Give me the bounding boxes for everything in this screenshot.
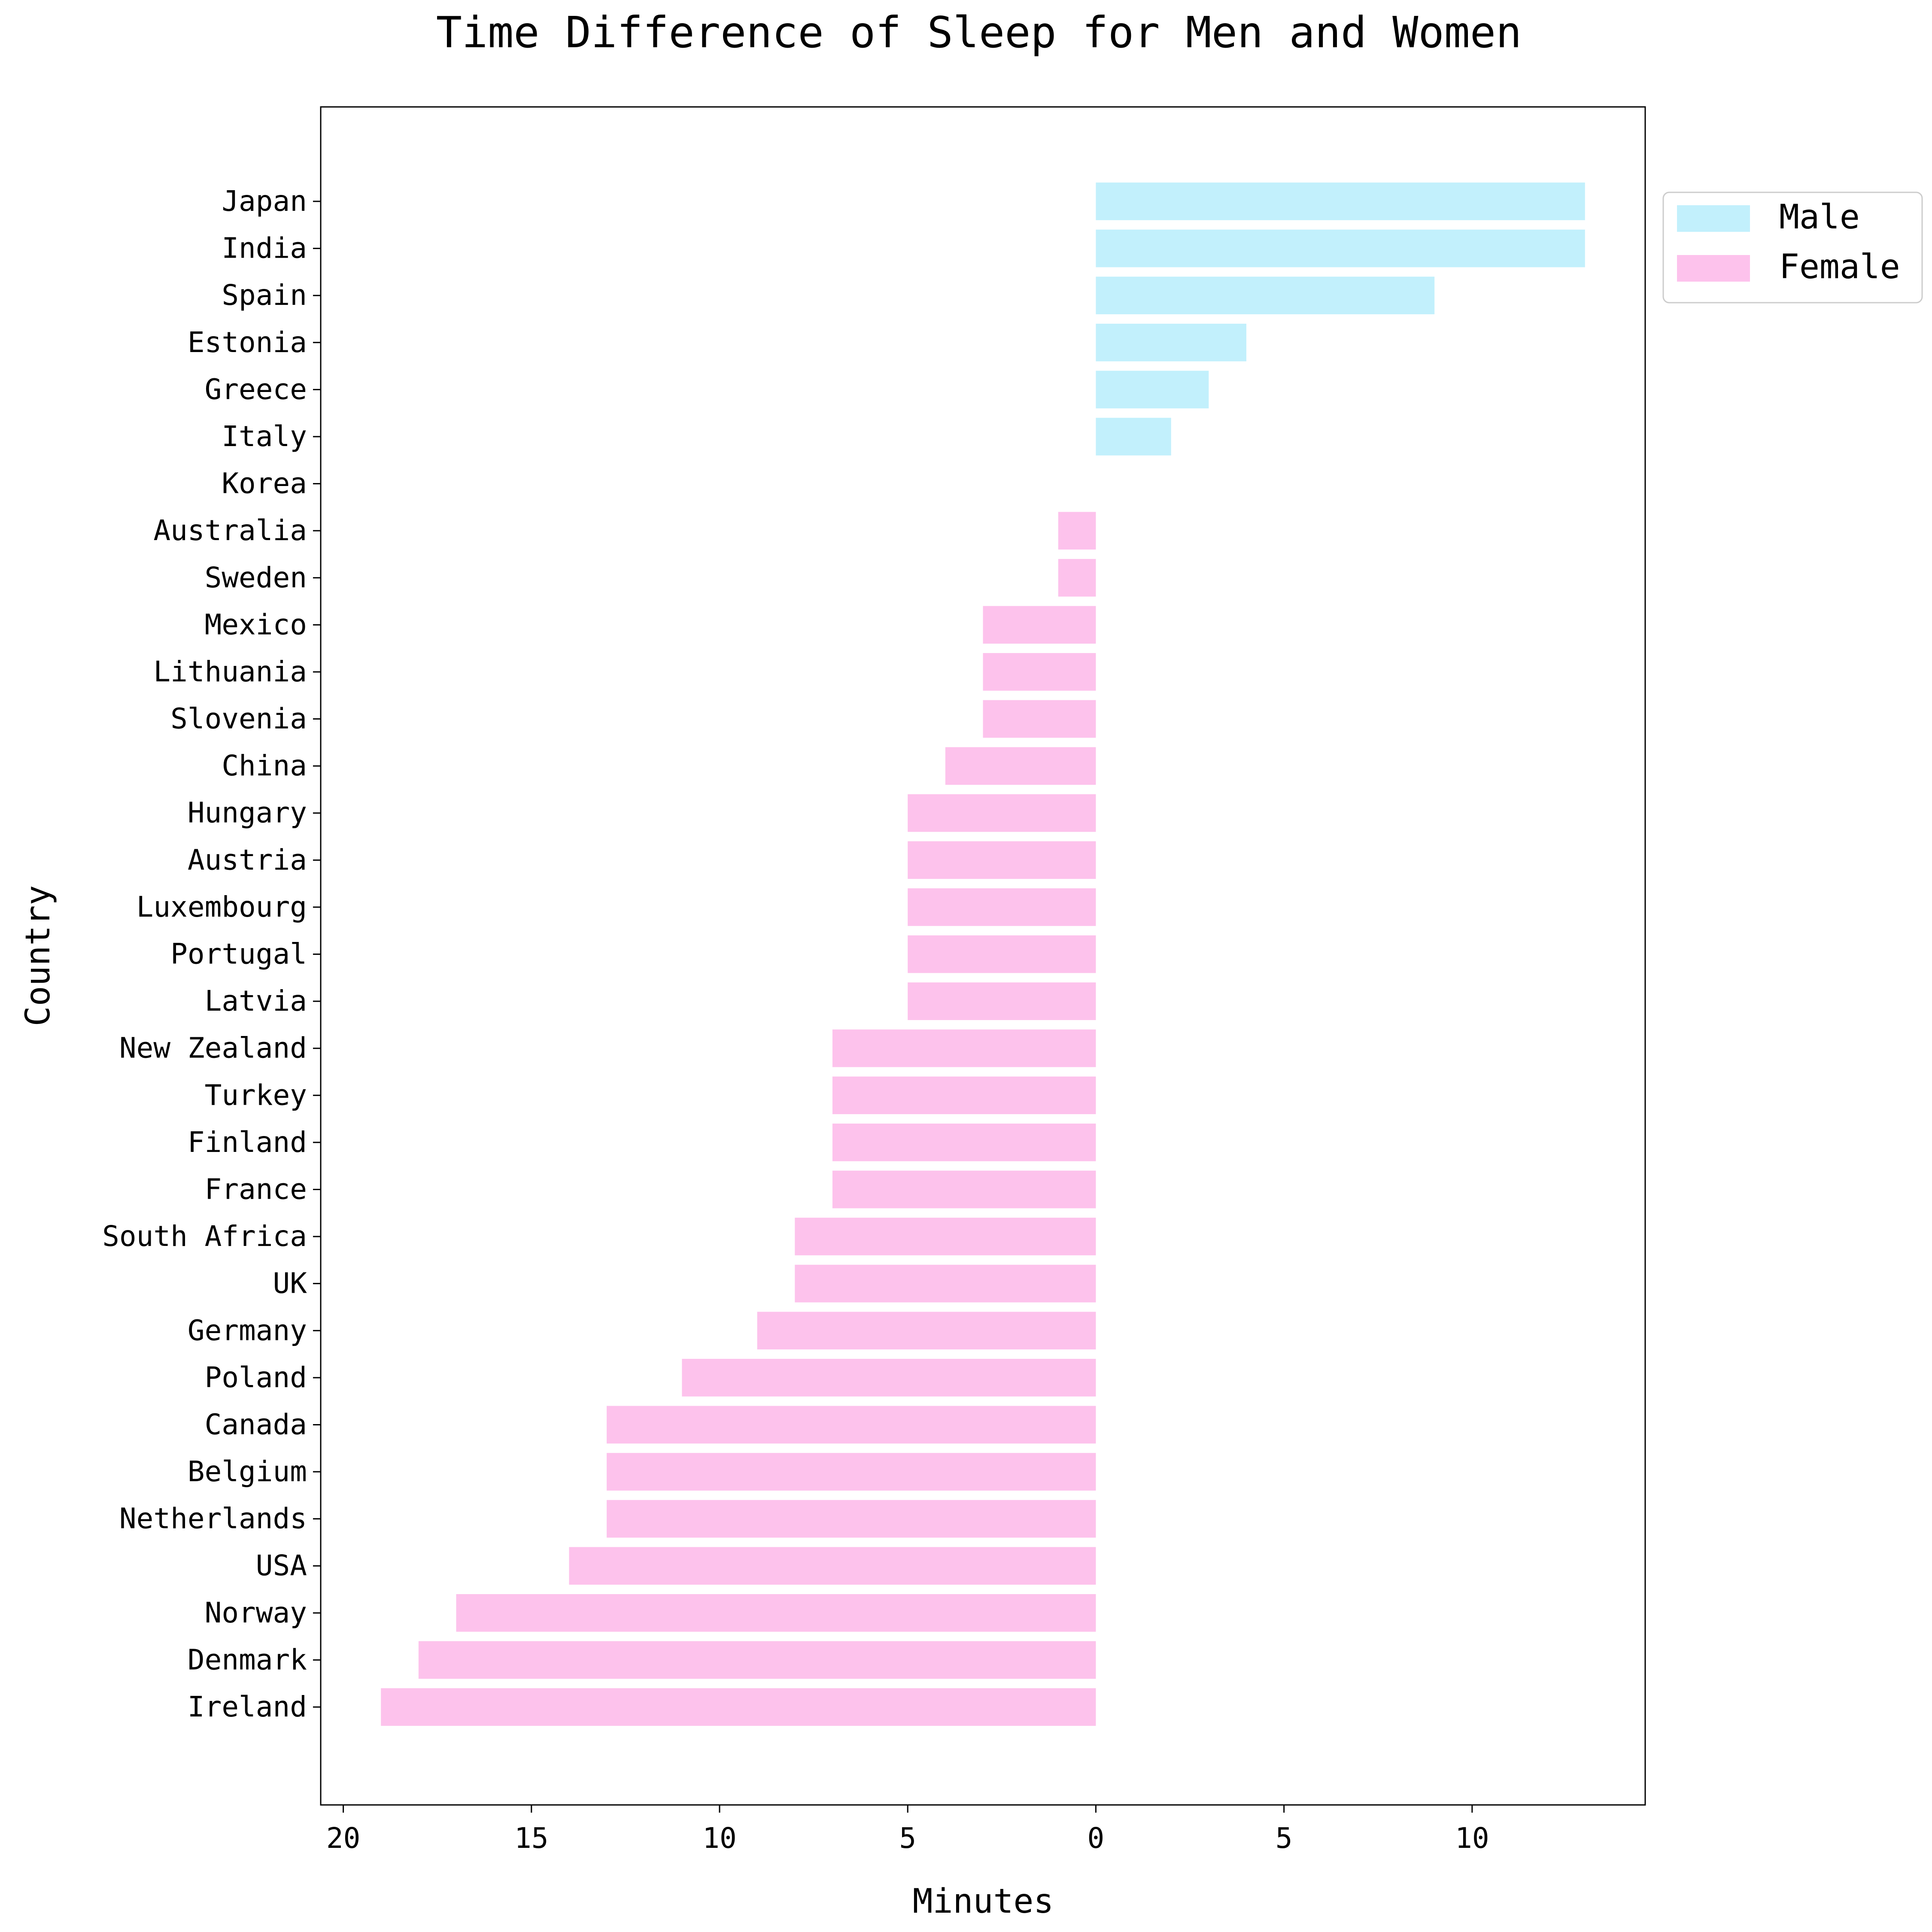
y-tick-label-ireland: Ireland xyxy=(188,1690,307,1723)
bar-female-ireland xyxy=(381,1688,1096,1726)
legend: Male Female xyxy=(1662,191,1923,304)
bar-female-turkey xyxy=(832,1076,1096,1115)
y-tick-label-china: China xyxy=(222,749,307,782)
y-tick-label-south-africa: South Africa xyxy=(102,1220,307,1253)
bar-female-austria xyxy=(908,841,1096,879)
y-tick-label-slovenia: Slovenia xyxy=(170,702,307,735)
legend-label-female: Female xyxy=(1779,248,1900,286)
y-tick-label-australia: Australia xyxy=(153,514,307,547)
y-tick-label-estonia: Estonia xyxy=(188,326,307,359)
bar-female-slovenia xyxy=(983,700,1096,738)
chart-title: Time Difference of Sleep for Men and Wom… xyxy=(436,7,1522,58)
bars-group xyxy=(381,182,1585,1726)
bar-female-belgium xyxy=(607,1453,1096,1491)
bar-male-estonia xyxy=(1096,323,1246,361)
y-axis: Japan India Spain Estonia Greece Italy Korea A… xyxy=(102,185,321,1723)
y-axis-label: Country xyxy=(19,885,58,1027)
x-tick-label: 15 xyxy=(514,1822,548,1855)
y-tick-label-france: France xyxy=(205,1173,307,1206)
x-axis: 20 15 10 5 0 5 10 xyxy=(326,1805,1489,1855)
y-tick-label-usa: USA xyxy=(256,1549,307,1582)
y-tick-label-korea: Korea xyxy=(222,467,307,500)
y-tick-label-india: India xyxy=(222,232,307,265)
bar-female-germany xyxy=(757,1312,1096,1350)
bar-female-portugal xyxy=(908,935,1096,973)
bar-female-latvia xyxy=(908,982,1096,1020)
x-tick-label: 10 xyxy=(702,1822,736,1855)
bar-female-finland xyxy=(832,1124,1096,1161)
y-tick-label-greece: Greece xyxy=(205,373,307,406)
bar-female-denmark xyxy=(418,1641,1096,1679)
bar-female-uk xyxy=(795,1264,1096,1303)
y-tick-label-uk: UK xyxy=(273,1267,307,1300)
bar-female-lithuania xyxy=(983,653,1096,691)
bar-male-india xyxy=(1096,229,1585,267)
y-tick-label-hungary: Hungary xyxy=(188,796,307,829)
bar-female-norway xyxy=(456,1594,1096,1632)
bar-male-italy xyxy=(1096,418,1171,456)
bar-female-china xyxy=(945,747,1096,785)
y-tick-label-belgium: Belgium xyxy=(188,1455,307,1488)
bar-female-luxembourg xyxy=(908,888,1096,926)
bar-female-new-zealand xyxy=(832,1029,1096,1067)
x-tick-label: 5 xyxy=(1276,1822,1293,1855)
y-tick-label-italy: Italy xyxy=(222,420,307,453)
x-tick-label: 0 xyxy=(1088,1822,1105,1855)
bar-female-netherlands xyxy=(607,1500,1096,1538)
x-tick-label: 5 xyxy=(899,1822,916,1855)
legend-swatch-female xyxy=(1677,255,1750,282)
y-tick-label-finland: Finland xyxy=(188,1126,307,1159)
bar-male-spain xyxy=(1096,276,1435,315)
y-tick-label-netherlands: Netherlands xyxy=(119,1502,307,1535)
x-tick-label: 20 xyxy=(326,1822,360,1855)
y-tick-label-portugal: Portugal xyxy=(170,938,307,971)
y-tick-label-lithuania: Lithuania xyxy=(153,655,307,688)
bar-female-france xyxy=(832,1170,1096,1209)
bar-female-poland xyxy=(682,1359,1096,1397)
bar-male-japan xyxy=(1096,182,1585,220)
y-tick-label-japan: Japan xyxy=(222,185,307,218)
y-tick-label-luxembourg: Luxembourg xyxy=(137,890,307,923)
y-tick-label-austria: Austria xyxy=(188,843,307,876)
x-tick-label: 10 xyxy=(1455,1822,1489,1855)
y-tick-label-new-zealand: New Zealand xyxy=(119,1032,307,1065)
y-tick-label-spain: Spain xyxy=(222,279,307,312)
y-tick-label-latvia: Latvia xyxy=(205,984,307,1018)
y-tick-label-sweden: Sweden xyxy=(205,561,307,594)
plot-frame xyxy=(320,106,1646,1806)
y-tick-label-turkey: Turkey xyxy=(205,1078,307,1112)
y-tick-label-denmark: Denmark xyxy=(188,1643,307,1676)
bar-female-south-africa xyxy=(795,1218,1096,1255)
y-tick-label-canada: Canada xyxy=(205,1408,307,1441)
bar-female-usa xyxy=(569,1547,1096,1585)
bar-female-hungary xyxy=(908,794,1096,832)
bar-female-canada xyxy=(607,1406,1096,1444)
bar-female-mexico xyxy=(983,606,1096,644)
y-tick-label-germany: Germany xyxy=(188,1314,307,1347)
bar-female-sweden xyxy=(1058,559,1096,597)
y-tick-label-norway: Norway xyxy=(205,1596,307,1629)
legend-label-male: Male xyxy=(1779,198,1860,237)
y-tick-label-poland: Poland xyxy=(205,1361,307,1394)
legend-swatch-male xyxy=(1677,205,1750,232)
x-axis-label: Minutes xyxy=(913,1882,1054,1921)
bar-female-australia xyxy=(1058,512,1096,550)
y-tick-label-mexico: Mexico xyxy=(205,608,307,641)
bar-male-greece xyxy=(1096,371,1209,409)
